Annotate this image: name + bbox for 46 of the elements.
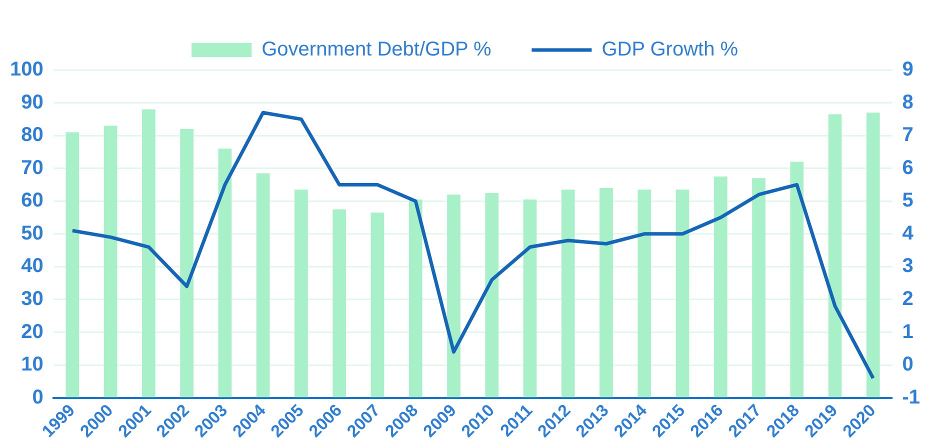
y-tick-label: 30 — [21, 288, 44, 310]
y-tick-label: 20 — [21, 320, 44, 343]
bar — [523, 199, 537, 398]
bar — [866, 112, 880, 398]
bar — [294, 190, 308, 398]
y2-tick-label: 9 — [902, 58, 914, 81]
y-tick-label: 90 — [21, 91, 44, 114]
bar — [638, 190, 652, 398]
bar — [561, 190, 575, 398]
y-tick-label: 40 — [21, 255, 44, 278]
y2-tick-label: -1 — [902, 386, 920, 408]
y2-tick-label: 8 — [902, 91, 914, 114]
legend-label: GDP Growth % — [602, 38, 738, 61]
bar — [790, 162, 804, 398]
y-tick-label: 50 — [21, 222, 44, 244]
bar — [714, 176, 728, 398]
y2-tick-label: 7 — [902, 124, 914, 146]
bar — [332, 209, 346, 398]
bar — [828, 114, 842, 398]
bar — [447, 194, 460, 398]
bar — [218, 148, 232, 398]
y2-tick-label: 1 — [902, 320, 914, 343]
bar — [408, 199, 422, 398]
y-tick-label: 70 — [21, 156, 44, 179]
y-tick-label: 10 — [21, 354, 44, 376]
y2-tick-label: 6 — [902, 156, 914, 179]
y-tick-label: 60 — [21, 190, 44, 212]
bar — [676, 190, 690, 398]
bar — [370, 212, 384, 398]
bar — [142, 109, 156, 398]
y2-tick-label: 2 — [902, 288, 914, 310]
y-tick-label: 100 — [10, 58, 44, 81]
bar — [104, 126, 118, 398]
bar — [180, 129, 194, 398]
y2-tick-label: 5 — [902, 190, 914, 212]
y2-tick-label: 3 — [902, 255, 914, 278]
bar — [752, 178, 766, 398]
y-tick-label: 0 — [32, 386, 44, 408]
y2-tick-label: 0 — [902, 354, 914, 376]
y-tick-label: 80 — [21, 124, 44, 146]
bar — [600, 188, 613, 398]
y2-tick-label: 4 — [902, 222, 914, 244]
legend-label: Government Debt/GDP % — [262, 38, 492, 61]
bar — [256, 173, 270, 398]
bar — [66, 132, 80, 398]
bar — [485, 192, 499, 398]
